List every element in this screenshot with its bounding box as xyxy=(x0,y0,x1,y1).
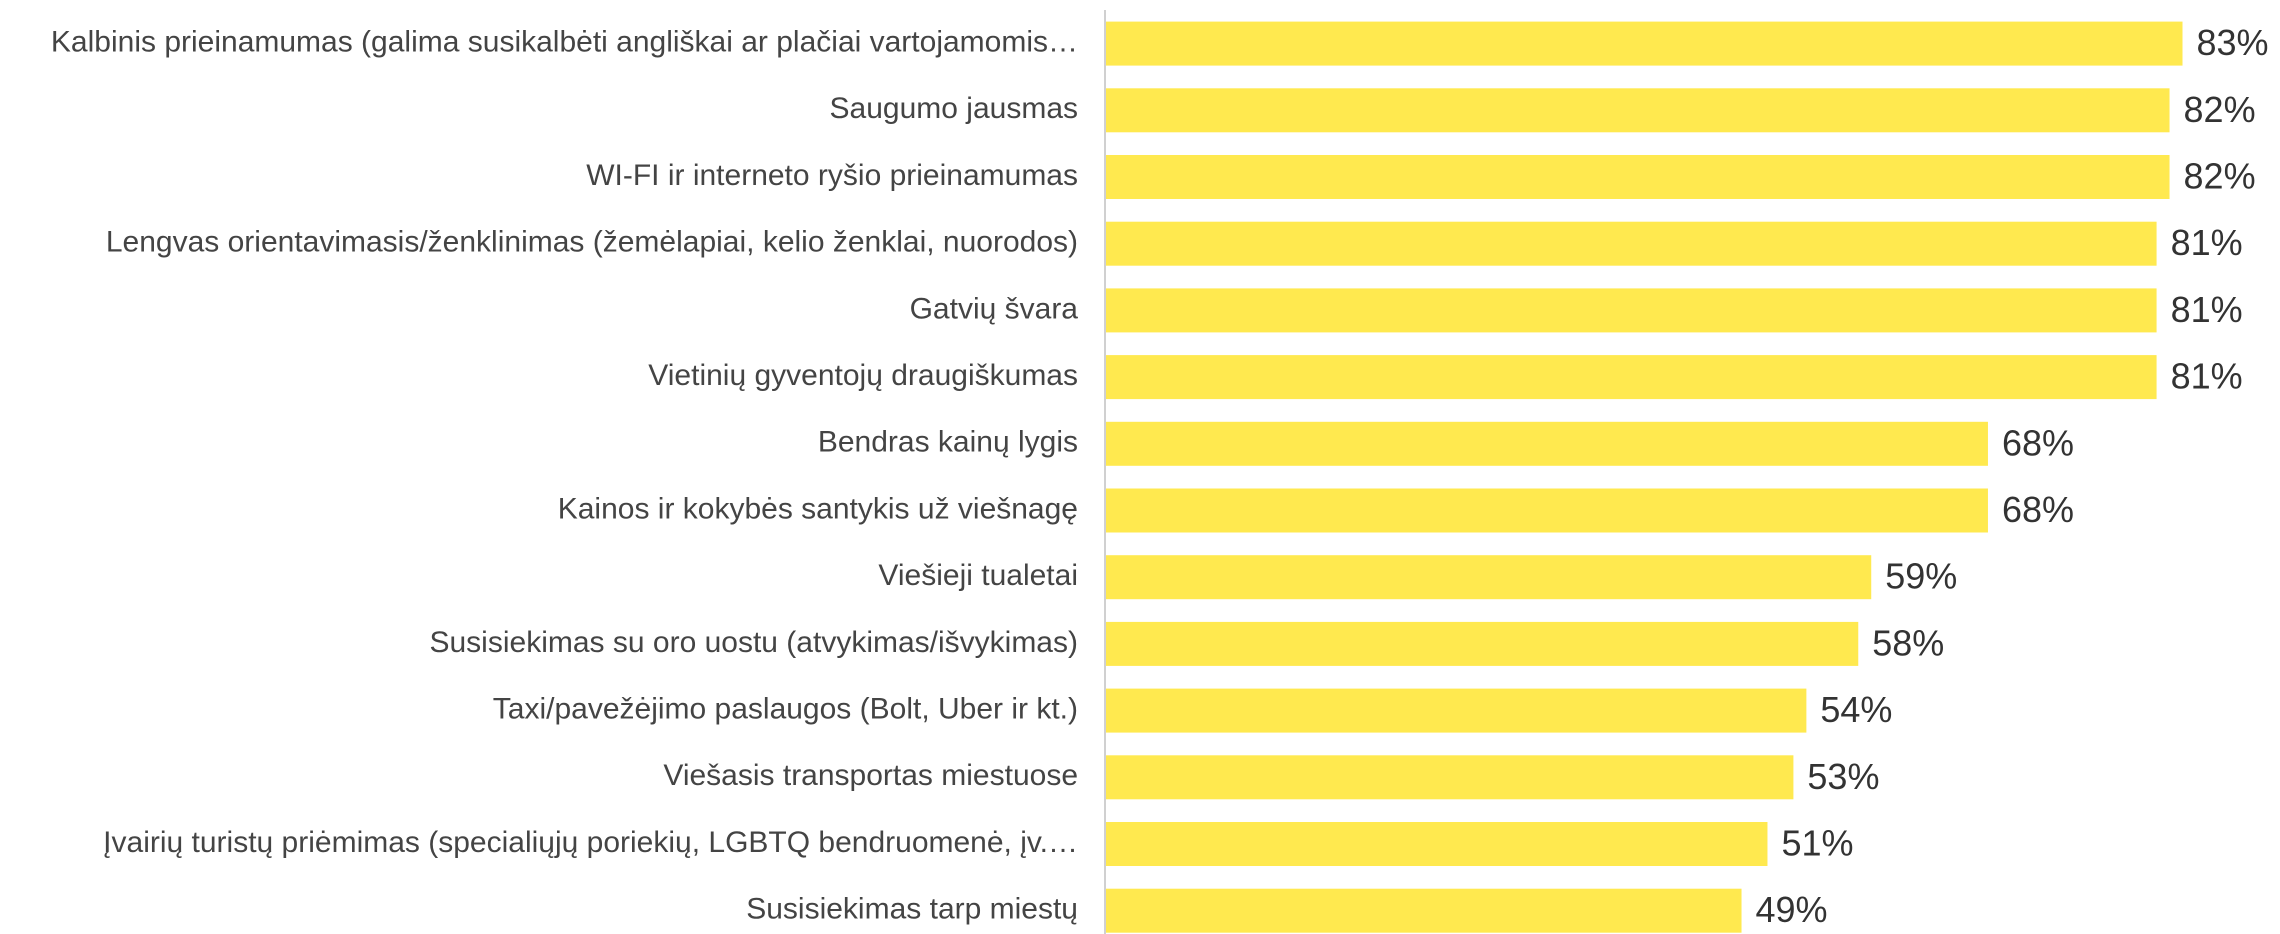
value-label: 82% xyxy=(2184,156,2256,197)
category-label: WI-FI ir interneto ryšio prieinamumas xyxy=(586,159,1078,192)
value-label: 81% xyxy=(2171,222,2243,263)
bar xyxy=(1106,488,1988,533)
bar xyxy=(1106,155,2170,199)
bar xyxy=(1106,822,1768,866)
category-label: Gatvių švara xyxy=(910,292,1079,325)
category-label: Vietinių gyventojų draugiškumas xyxy=(648,359,1078,392)
bar xyxy=(1106,21,2183,66)
value-label: 81% xyxy=(2171,289,2243,330)
category-label: Susisiekimas su oro uostu (atvykimas/išv… xyxy=(429,626,1078,659)
bar xyxy=(1106,421,1988,466)
value-label: 54% xyxy=(1820,689,1892,730)
bar xyxy=(1106,621,1859,666)
value-label: 82% xyxy=(2184,89,2256,130)
category-label: Įvairių turistų priėmimas (specialiųjų p… xyxy=(103,826,1078,859)
value-label: 81% xyxy=(2171,356,2243,397)
value-label: 51% xyxy=(1781,823,1853,864)
value-label: 83% xyxy=(2197,22,2269,63)
value-label: 49% xyxy=(1756,889,1828,930)
category-label: Kainos ir kokybės santykis už viešnagę xyxy=(558,492,1078,525)
bar xyxy=(1106,88,2170,133)
bar xyxy=(1106,288,2157,333)
category-label: Lengvas orientavimasis/ženklinimas (žemė… xyxy=(106,226,1078,259)
category-label: Saugumo jausmas xyxy=(830,92,1078,125)
category-label: Susisiekimas tarp miestų xyxy=(746,893,1078,926)
bar xyxy=(1106,355,2157,400)
category-label: Bendras kainų lygis xyxy=(818,426,1078,459)
category-label: Taxi/pavežėjimo paslaugos (Bolt, Uber ir… xyxy=(493,693,1078,726)
value-label: 58% xyxy=(1872,622,1944,663)
bar xyxy=(1106,755,1794,800)
value-label: 53% xyxy=(1807,756,1879,797)
bar xyxy=(1106,888,1742,933)
category-label: Viešasis transportas miestuose xyxy=(663,759,1078,792)
bar xyxy=(1106,221,2157,266)
value-label: 68% xyxy=(2002,422,2074,463)
bar xyxy=(1106,688,1807,733)
bar xyxy=(1106,555,1872,600)
category-label: Viešieji tualetai xyxy=(878,559,1078,592)
value-label: 68% xyxy=(2002,489,2074,530)
category-label: Kalbinis prieinamumas (galima susikalbėt… xyxy=(51,26,1078,59)
value-label: 59% xyxy=(1885,556,1957,597)
